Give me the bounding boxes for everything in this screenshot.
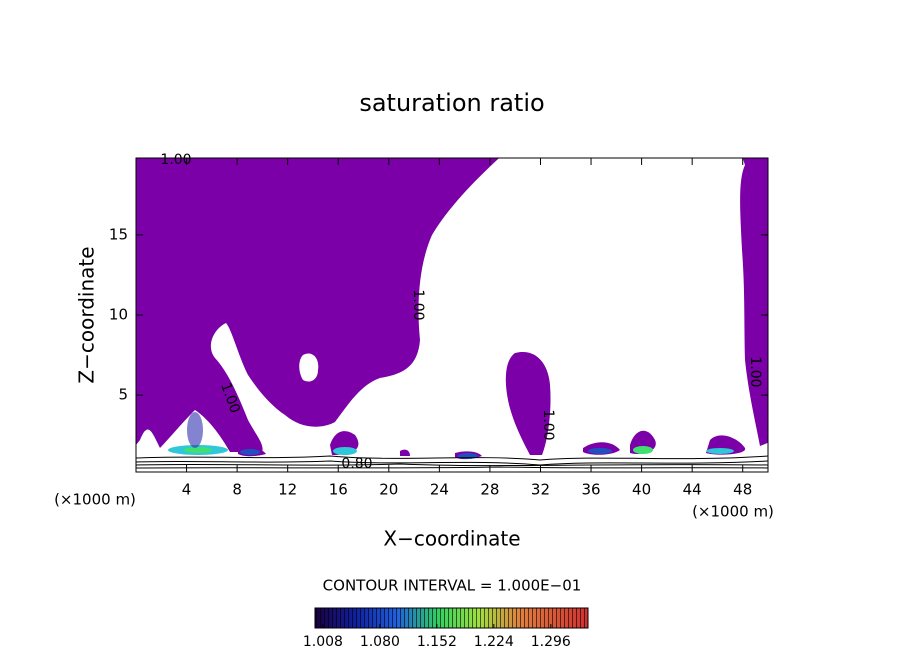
y-tick-label: 5 [118, 386, 128, 404]
x-tick-label: 44 [683, 481, 702, 499]
contour-region [400, 449, 410, 456]
contour-label: 1.00 [540, 409, 556, 440]
contour-region [136, 158, 500, 452]
y-tick-label: 10 [109, 306, 128, 324]
contour-label: 1.00 [160, 152, 191, 168]
colorbar-tick-label: 1.080 [360, 634, 400, 650]
colorbar-tick-label: 1.152 [417, 634, 457, 650]
x-tick-label: 8 [232, 481, 242, 499]
x-tick-label: 28 [480, 481, 499, 499]
y-axis-label: Z−coordinate [75, 246, 99, 383]
contour-fills [136, 158, 768, 469]
contour-interval: CONTOUR INTERVAL = 1.000E−01 [323, 577, 582, 595]
colorbar-tick-label: 1.008 [303, 634, 343, 650]
contour-label: 0.80 [341, 456, 372, 472]
contour-region [505, 351, 551, 455]
colorbar-frame [314, 607, 589, 629]
x-tick-label: 40 [632, 481, 651, 499]
x-tick-label: 12 [278, 481, 297, 499]
x-tick-label: 36 [581, 481, 600, 499]
colorbar-tick-label: 1.296 [531, 634, 571, 650]
colorbar-tick-label: 1.224 [474, 634, 514, 650]
x-tick-label: 20 [379, 481, 398, 499]
x-tick-label: 32 [531, 481, 550, 499]
x-tick-label: 24 [430, 481, 449, 499]
y-tick-label: 15 [109, 225, 128, 243]
x-tick-label: 4 [182, 481, 192, 499]
x-axis-label: X−coordinate [383, 527, 520, 551]
x-tick-label: 16 [329, 481, 348, 499]
contour-label: 1.00 [410, 289, 426, 320]
chart-title: saturation ratio [359, 89, 544, 117]
contour-region [740, 158, 768, 446]
x-unit: (×1000 m) [692, 503, 774, 521]
x-tick-label: 48 [733, 481, 752, 499]
contour-label: 1.00 [747, 356, 763, 387]
y-unit: (×1000 m) [54, 491, 136, 509]
